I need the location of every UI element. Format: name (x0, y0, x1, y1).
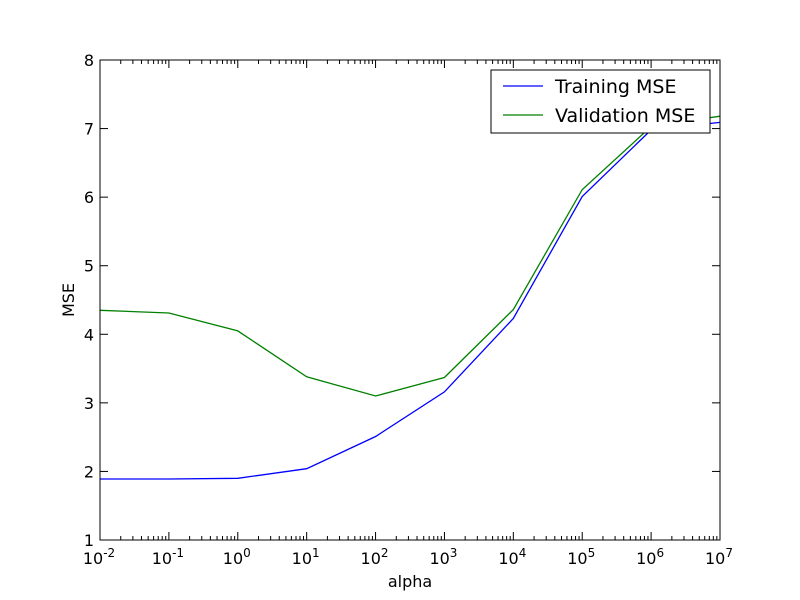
x-tick-label: 10-1 (152, 546, 184, 568)
x-tick-label: 107 (705, 546, 733, 568)
x-tick-label: 102 (361, 546, 389, 568)
series-lines (99, 115, 721, 480)
tick-labels: 10-2 10-1 100 101 102 103 104 105 106 107 1 2 3 4 5 6 7 8 (83, 51, 733, 568)
y-tick-label: 5 (84, 257, 94, 276)
series-line-training (100, 121, 721, 480)
legend-box (490, 69, 711, 134)
y-axis-label: MSE (59, 283, 78, 317)
legend-label-training: Training MSE (554, 76, 676, 98)
x-tick-label: 103 (429, 546, 457, 568)
x-tick-label: 104 (498, 546, 526, 568)
x-axis-label: alpha (388, 572, 432, 591)
x-tick-label: 106 (636, 546, 664, 568)
y-tick-label: 3 (84, 394, 94, 413)
y-tick-label: 1 (84, 531, 94, 550)
x-tick-label: 100 (223, 546, 251, 568)
legend-label-validation: Validation MSE (555, 105, 695, 127)
y-tick-label: 8 (84, 51, 94, 70)
x-tick-label: 105 (567, 546, 595, 568)
y-tick-label: 2 (84, 462, 94, 481)
ticks (99, 59, 721, 541)
plot-frame (99, 59, 721, 541)
legend: Training MSE Validation MSE (490, 69, 711, 134)
y-tick-label: 4 (84, 325, 94, 344)
x-tick-label: 101 (292, 546, 320, 568)
x-tick-label: 10-2 (83, 546, 115, 568)
y-tick-label: 6 (84, 188, 94, 207)
y-tick-label: 7 (84, 120, 94, 139)
series-line-validation (99, 115, 721, 397)
